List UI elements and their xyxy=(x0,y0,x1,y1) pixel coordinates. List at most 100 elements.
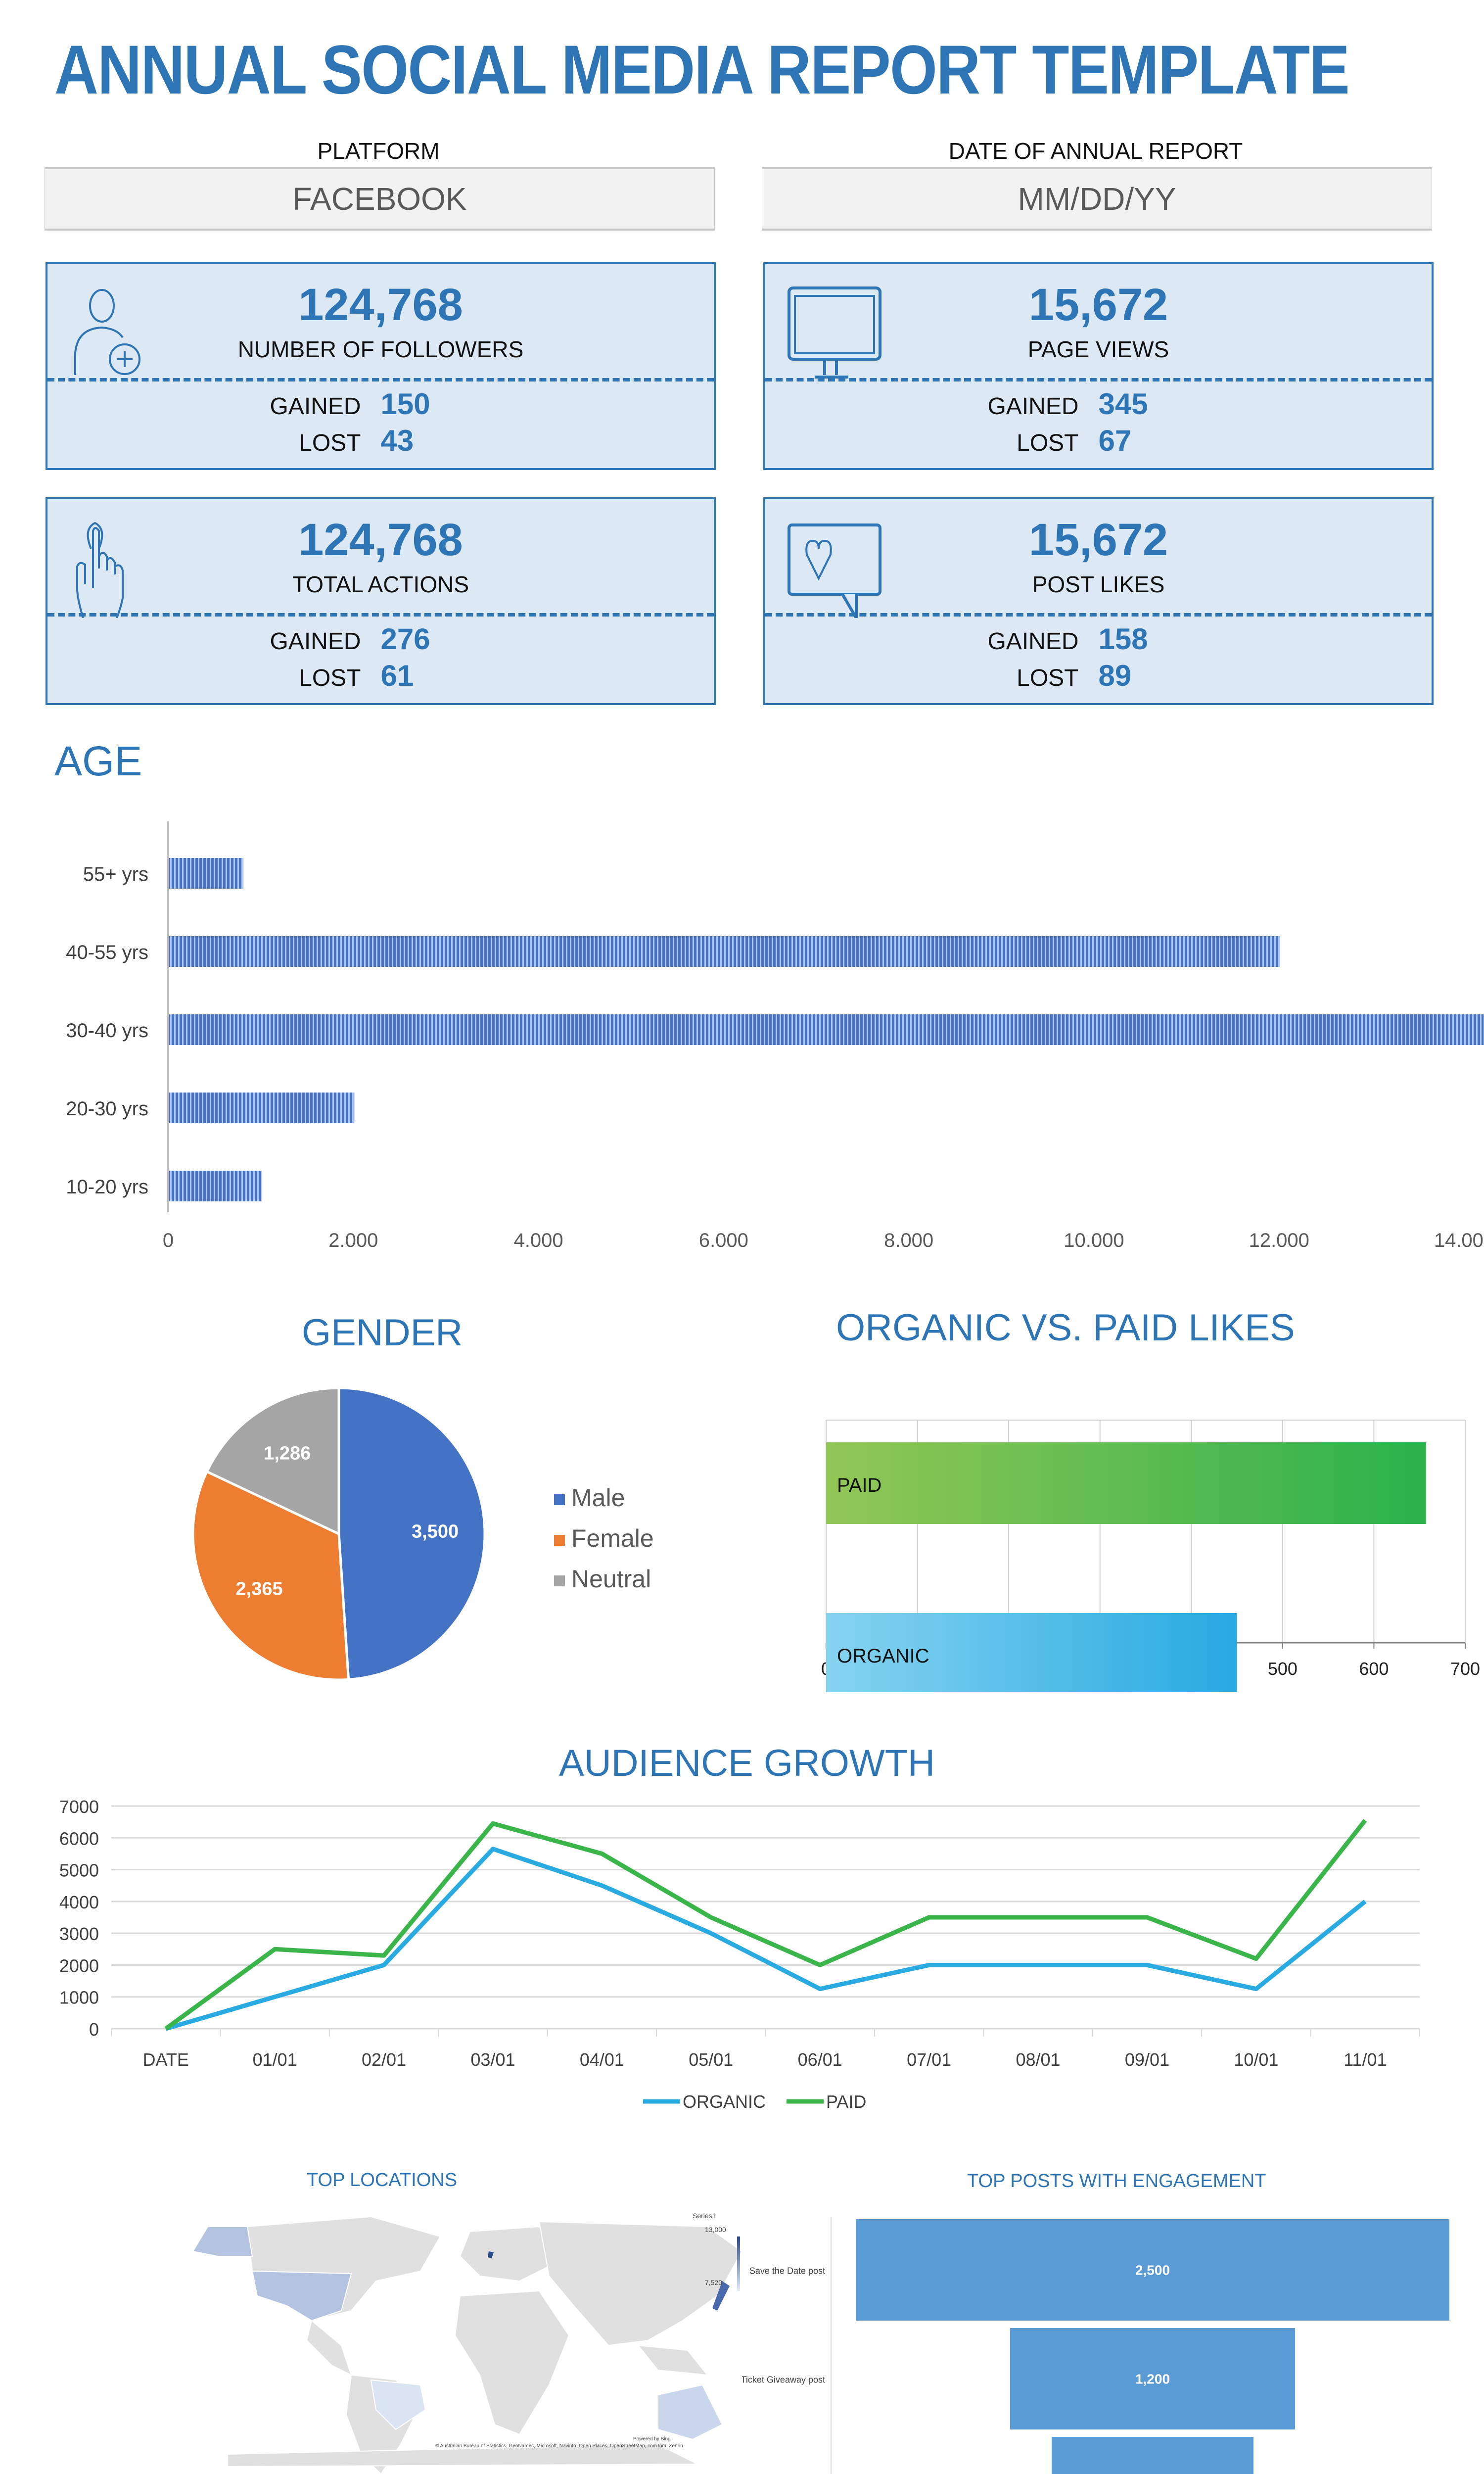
age-x-tick: 14,000 xyxy=(1434,1230,1484,1247)
age-category-label: 30-40 yrs xyxy=(66,1020,148,1042)
legend-swatch-neutral xyxy=(554,1575,565,1586)
heart-speech-bubble-icon xyxy=(788,523,881,618)
age-x-tick: 10,000 xyxy=(1064,1230,1124,1247)
growth-y-tick: 3000 xyxy=(59,1924,99,1944)
growth-y-tick: 1000 xyxy=(59,1988,99,2008)
report-date-label: DATE OF ANNUAL REPORT xyxy=(948,138,1243,164)
age-x-tick: 8,000 xyxy=(884,1230,933,1247)
age-x-tick: 6,000 xyxy=(699,1230,748,1247)
page-views-card: 15,672 PAGE VIEWS GAINED 345 LOST 67 xyxy=(763,262,1434,470)
lost-value: 43 xyxy=(380,424,414,457)
map-region-asia xyxy=(538,2221,743,2346)
age-category-label: 20-30 yrs xyxy=(66,1098,148,1120)
age-category-label: 10-20 yrs xyxy=(66,1176,148,1198)
post-likes-value: 15,672 xyxy=(1028,515,1168,565)
map-region-europe xyxy=(459,2226,560,2282)
gained-label: GAINED xyxy=(270,393,361,420)
organic-vs-paid-chart: 0100200300400500600700PAIDORGANIC xyxy=(821,1420,1480,1692)
growth-x-tick: 07/01 xyxy=(907,2049,951,2070)
funnel-category-label: Save the Date post xyxy=(749,2266,825,2276)
total-actions-value: 124,768 xyxy=(298,515,463,565)
map-legend-min: 7,520 xyxy=(705,2279,723,2286)
lost-value: 89 xyxy=(1098,659,1132,692)
audience-growth-chart: 0 1000 2000 3000 4000 5000 6000 7000 DATE 01/01 02… xyxy=(59,1797,1420,2112)
platform-label: PLATFORM xyxy=(317,138,440,164)
card-divider xyxy=(765,378,1432,381)
growth-x-tick: 04/01 xyxy=(580,2049,624,2070)
report-date-field[interactable]: MM/DD/YY xyxy=(762,167,1432,231)
growth-x-tick: 06/01 xyxy=(798,2049,842,2070)
growth-y-tick: 7000 xyxy=(59,1797,99,1817)
funnel-data-label: 1,200 xyxy=(1135,2372,1170,2387)
age-category-label: 40-55 yrs xyxy=(66,942,148,963)
map-legend-max: 13,000 xyxy=(705,2226,726,2234)
top-locations-title: TOP LOCATIONS xyxy=(307,2170,458,2190)
ovp-bar-organic xyxy=(826,1613,1237,1692)
gained-row: GAINED 150 xyxy=(47,387,714,421)
map-region-alaska xyxy=(192,2226,253,2257)
age-bar xyxy=(169,1171,262,1201)
gained-value: 158 xyxy=(1098,622,1148,656)
funnel-bar xyxy=(1010,2328,1295,2429)
growth-x-tick: 03/01 xyxy=(470,2049,515,2070)
gained-label: GAINED xyxy=(987,393,1079,420)
age-bar xyxy=(169,858,243,889)
age-bar xyxy=(169,1014,1484,1045)
ovp-x-tick: 600 xyxy=(1359,1659,1389,1679)
gender-chart-title: GENDER xyxy=(302,1312,463,1354)
post-likes-card: 15,672 POST LIKES GAINED 158 LOST 89 xyxy=(763,497,1434,705)
lost-label: LOST xyxy=(299,665,361,691)
legend-swatch-male xyxy=(554,1494,565,1505)
map-attribution: © Australian Bureau of Statistics, GeoNa… xyxy=(435,2443,683,2449)
growth-line-paid xyxy=(164,1819,1367,2031)
ovp-bar-label: PAID xyxy=(837,1475,881,1496)
map-region-netherlands xyxy=(488,2251,494,2258)
followers-value: 124,768 xyxy=(298,280,463,330)
pie-data-label: 2,365 xyxy=(236,1579,283,1600)
legend-label: Male xyxy=(571,1484,625,1512)
ovp-bar-paid xyxy=(826,1442,1426,1524)
age-category-label: 55+ yrs xyxy=(83,863,148,885)
growth-legend-label: PAID xyxy=(826,2092,866,2112)
map-region-antarctica xyxy=(227,2443,698,2468)
growth-x-tick: 05/01 xyxy=(689,2049,733,2070)
map-region-australia xyxy=(657,2384,723,2440)
age-chart-title: AGE xyxy=(54,738,142,784)
top-posts-title: TOP POSTS WITH ENGAGEMENT xyxy=(967,2171,1266,2191)
pie-data-label: 1,286 xyxy=(264,1443,311,1464)
growth-y-tick: 0 xyxy=(89,2019,99,2040)
legend-swatch-female xyxy=(554,1535,565,1546)
map-region-brazil xyxy=(370,2379,426,2430)
platform-field[interactable]: FACEBOOK xyxy=(45,167,715,231)
add-user-icon xyxy=(74,289,140,375)
growth-y-tick: 4000 xyxy=(59,1892,99,1912)
lost-row: LOST 89 xyxy=(765,659,1432,693)
lost-value: 67 xyxy=(1098,424,1132,457)
funnel-bar xyxy=(856,2219,1449,2321)
lost-label: LOST xyxy=(1017,665,1079,691)
map-region-north-america xyxy=(246,2216,441,2322)
lost-label: LOST xyxy=(1017,430,1079,456)
legend-label: Neutral xyxy=(571,1565,651,1593)
legend-label: Female xyxy=(571,1524,654,1552)
map-attribution-bing: Powered by Bing xyxy=(633,2436,671,2442)
growth-y-tick: 5000 xyxy=(59,1860,99,1881)
age-x-tick: 0 xyxy=(163,1230,174,1247)
gained-row: GAINED 158 xyxy=(765,622,1432,656)
gained-value: 276 xyxy=(380,622,430,656)
growth-x-tick: 02/01 xyxy=(362,2049,406,2070)
ovp-x-tick: 700 xyxy=(1450,1659,1480,1679)
total-actions-label: TOTAL ACTIONS xyxy=(292,571,469,597)
pie-slice-female xyxy=(191,1470,350,1681)
followers-card: 124,768 NUMBER OF FOLLOWERS GAINED 150 L… xyxy=(46,262,716,470)
growth-x-tick: DATE xyxy=(143,2049,189,2070)
growth-x-tick: 09/01 xyxy=(1125,2049,1169,2070)
lost-value: 61 xyxy=(380,659,414,692)
page-views-label: PAGE VIEWS xyxy=(1027,336,1169,362)
map-legend-scale xyxy=(737,2236,740,2291)
page-title: ANNUAL SOCIAL MEDIA REPORT TEMPLATE xyxy=(54,31,1350,108)
post-likes-label: POST LIKES xyxy=(1032,571,1165,597)
growth-x-tick: 08/01 xyxy=(1016,2049,1060,2070)
age-x-tick: 12,000 xyxy=(1249,1230,1309,1247)
lost-row: LOST 67 xyxy=(765,424,1432,458)
